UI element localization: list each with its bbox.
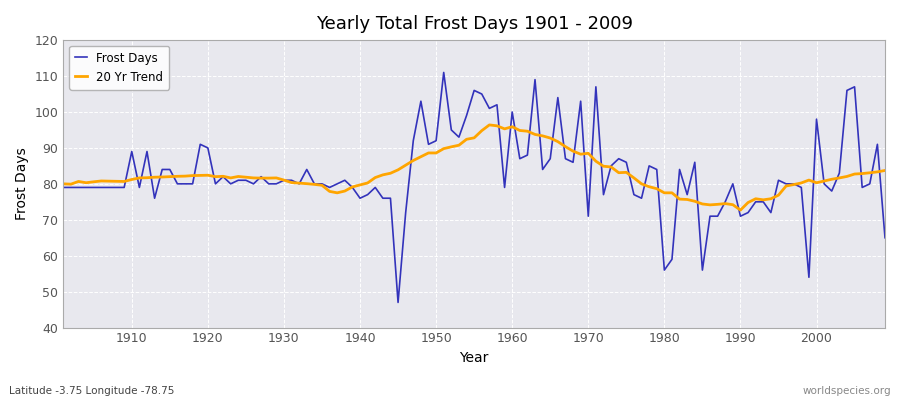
20 Yr Trend xyxy=(484,122,495,127)
20 Yr Trend xyxy=(332,190,343,195)
Text: worldspecies.org: worldspecies.org xyxy=(803,386,891,396)
20 Yr Trend xyxy=(119,179,130,184)
Frost Days xyxy=(392,300,403,305)
20 Yr Trend xyxy=(286,180,297,185)
20 Yr Trend xyxy=(58,182,68,186)
Y-axis label: Frost Days: Frost Days xyxy=(15,148,29,220)
Frost Days xyxy=(58,185,68,190)
Frost Days xyxy=(879,235,890,240)
Frost Days xyxy=(522,153,533,158)
20 Yr Trend xyxy=(735,208,746,212)
20 Yr Trend xyxy=(507,124,517,129)
20 Yr Trend xyxy=(606,164,616,169)
Line: Frost Days: Frost Days xyxy=(63,72,885,302)
Legend: Frost Days, 20 Yr Trend: Frost Days, 20 Yr Trend xyxy=(69,46,169,90)
Frost Days xyxy=(119,185,130,190)
Line: 20 Yr Trend: 20 Yr Trend xyxy=(63,125,885,210)
20 Yr Trend xyxy=(879,168,890,173)
Frost Days xyxy=(332,182,343,186)
Frost Days xyxy=(438,70,449,75)
Frost Days xyxy=(613,156,624,161)
20 Yr Trend xyxy=(515,128,526,133)
Frost Days xyxy=(286,178,297,183)
X-axis label: Year: Year xyxy=(460,351,489,365)
Frost Days xyxy=(515,156,526,161)
Title: Yearly Total Frost Days 1901 - 2009: Yearly Total Frost Days 1901 - 2009 xyxy=(316,15,633,33)
Text: Latitude -3.75 Longitude -78.75: Latitude -3.75 Longitude -78.75 xyxy=(9,386,175,396)
